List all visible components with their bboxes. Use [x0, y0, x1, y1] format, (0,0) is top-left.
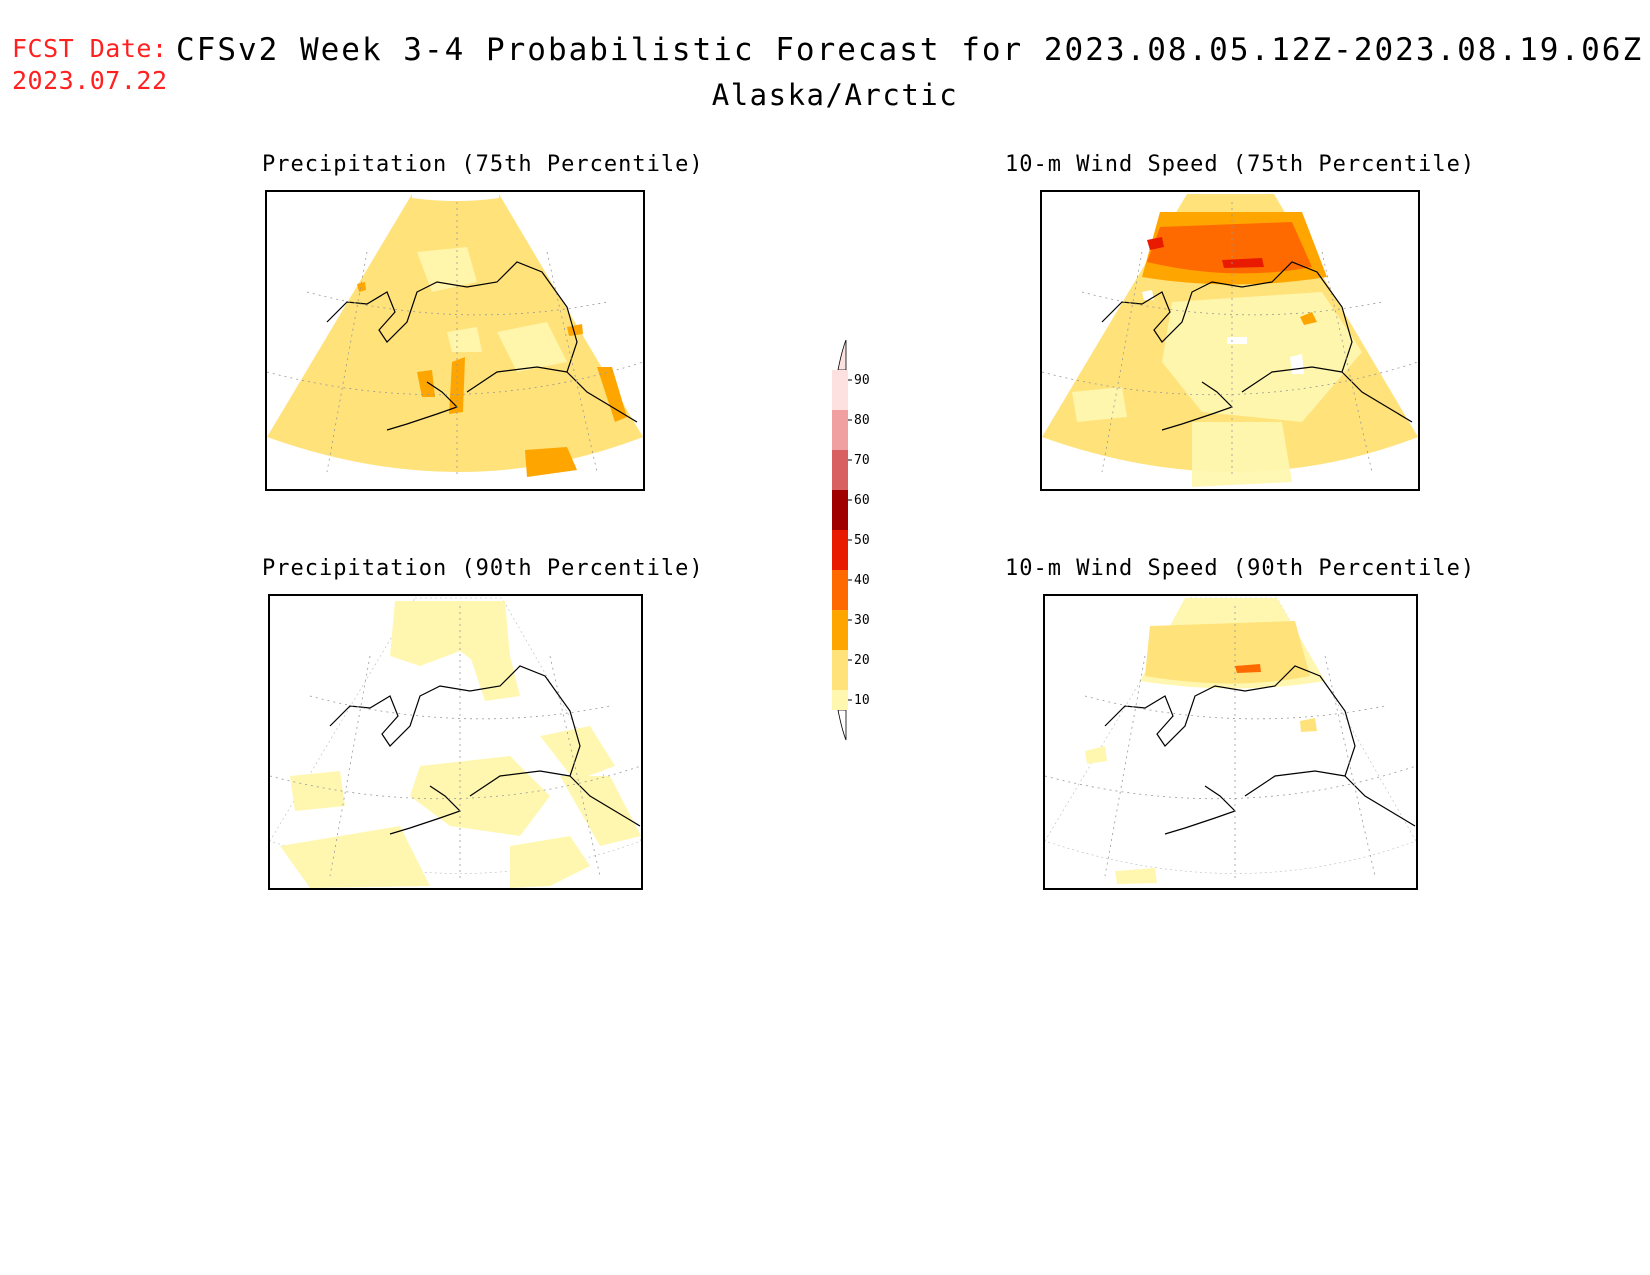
panel-title-precip75: Precipitation (75th Percentile): [262, 152, 704, 177]
prob-patch-white: [1227, 337, 1247, 344]
map-panel-wind90: [1043, 594, 1418, 890]
colorbar-segment-80: [832, 410, 848, 450]
colorbar-tick-label: 80: [854, 413, 870, 428]
colorbar-tick-label: 10: [854, 693, 870, 708]
main-title: CFSv2 Week 3-4 Probabilistic Forecast fo…: [176, 32, 1644, 68]
graticule: [267, 202, 643, 477]
prob-patch-light: [1115, 868, 1157, 884]
colorbar-tick-label: 50: [854, 533, 870, 548]
graticule: [270, 606, 641, 881]
map-domain-top-white: [412, 192, 499, 201]
coastline: [329, 665, 641, 835]
graticule: [1042, 202, 1418, 477]
prob-patch-light: [1085, 746, 1107, 764]
map-panel-wind75: [1040, 190, 1420, 491]
colorbar-tick-label: 30: [854, 613, 870, 628]
colorbar: 90 80 70 60 50 40 30 20 10: [820, 330, 900, 750]
colorbar-segment-50: [832, 530, 848, 570]
coastline: [326, 261, 638, 431]
colorbar-segment-40: [832, 570, 848, 610]
panel-title-wind75: 10-m Wind Speed (75th Percentile): [1005, 152, 1476, 177]
colorbar-segment-30: [832, 610, 848, 650]
colorbar-bottom-cap: [837, 709, 847, 741]
region-title: Alaska/Arctic: [711, 78, 959, 112]
prob-patch-orange: [417, 370, 435, 397]
colorbar-tick-label: 40: [854, 573, 870, 588]
prob-core-red: [1147, 237, 1164, 250]
map-domain-outline: [1045, 597, 1416, 874]
colorbar-segment-60: [832, 490, 848, 530]
colorbar-segment-90: [832, 370, 848, 410]
prob-patch-light: [1192, 422, 1292, 487]
prob-patch-light: [510, 836, 590, 888]
prob-patch-light: [560, 776, 641, 846]
prob-patch: [417, 247, 477, 292]
prob-patch-mid: [1145, 621, 1310, 684]
colorbar-top-cap: [837, 339, 847, 371]
prob-core-orange: [1235, 664, 1261, 673]
prob-patch-orange: [449, 357, 465, 414]
prob-patch-light: [390, 601, 510, 666]
map-panel-precip90: [268, 594, 643, 890]
colorbar-tick-label: 70: [854, 453, 870, 468]
colorbar-tick-label: 90: [854, 373, 870, 388]
colorbar-segment-20: [832, 650, 848, 690]
prob-patch-white: [1142, 290, 1154, 300]
panel-title-wind90: 10-m Wind Speed (90th Percentile): [1005, 556, 1476, 581]
map-panel-precip75: [265, 190, 645, 491]
prob-patch-light: [1072, 387, 1127, 422]
colorbar-tick-label: 60: [854, 493, 870, 508]
prob-patch-orange: [567, 324, 583, 336]
prob-patch-light: [290, 771, 345, 811]
prob-patch-white: [1290, 354, 1304, 374]
panel-title-precip90: Precipitation (90th Percentile): [262, 556, 704, 581]
prob-patch-orange: [1300, 312, 1317, 325]
prob-patch-orange: [597, 367, 627, 422]
fcst-date-label: FCST Date:: [12, 34, 168, 63]
prob-patch: [447, 327, 482, 352]
coastline: [1101, 261, 1413, 431]
prob-patch: [497, 322, 567, 372]
prob-patch-orange: [525, 447, 577, 477]
prob-patch-orange: [357, 282, 366, 292]
prob-core-red: [1222, 258, 1264, 268]
prob-band-red-orange: [1147, 222, 1312, 274]
prob-patch-light: [1162, 292, 1362, 422]
fcst-date-value: 2023.07.22: [12, 66, 168, 95]
colorbar-segment-70: [832, 450, 848, 490]
colorbar-tick-label: 20: [854, 653, 870, 668]
graticule: [1045, 606, 1416, 881]
colorbar-segment-10: [832, 690, 848, 710]
prob-patch-light: [470, 656, 520, 701]
prob-patch-light: [280, 826, 430, 888]
coastline: [1104, 665, 1416, 835]
prob-patch-light: [1300, 718, 1317, 732]
